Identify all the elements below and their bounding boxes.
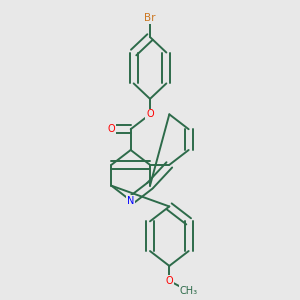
Text: O: O [146, 109, 154, 119]
Text: Br: Br [144, 13, 156, 23]
Text: CH₃: CH₃ [180, 286, 198, 296]
Text: N: N [127, 196, 134, 206]
Text: O: O [107, 124, 115, 134]
Text: O: O [166, 276, 173, 286]
